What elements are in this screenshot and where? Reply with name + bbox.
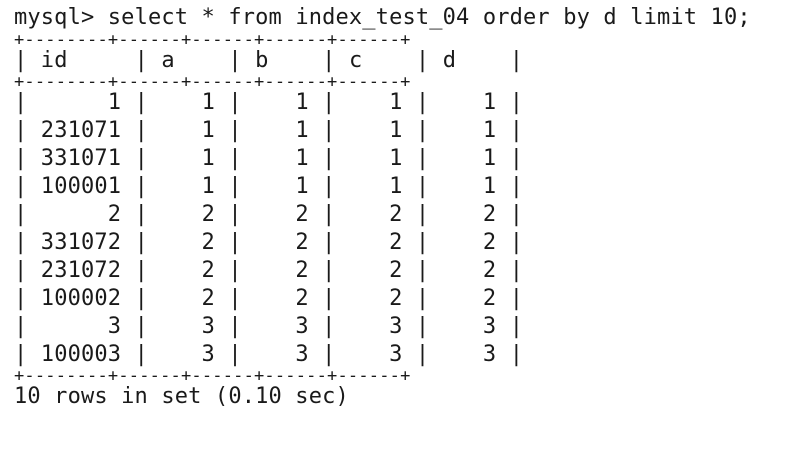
column-header-d: d <box>442 48 457 73</box>
table-cell-a: 2 <box>201 202 215 227</box>
table-cell-c: 1 <box>389 118 403 143</box>
table-cell-id: 100001 <box>40 174 122 199</box>
table-cell-a: 1 <box>201 146 215 171</box>
table-cell-c: 3 <box>389 342 403 367</box>
table-cell-id: 331072 <box>40 230 122 255</box>
column-header-id: id <box>40 48 68 73</box>
table-row: | 231071 | 1 | 1 | 1 | 1 | <box>14 118 524 143</box>
table-header-row: | id | a | b | c | d | <box>14 48 524 73</box>
table-cell-c: 2 <box>389 286 403 311</box>
table-cell-d: 3 <box>482 314 497 339</box>
table-cell-id: 3 <box>107 314 122 339</box>
sql-command[interactable]: select * from index_test_04 order by d l… <box>107 5 751 30</box>
table-cell-d: 2 <box>482 258 497 283</box>
table-cell-a: 1 <box>201 118 215 143</box>
table-cell-b: 2 <box>295 202 309 227</box>
table-row: | 1 | 1 | 1 | 1 | 1 | <box>14 90 524 115</box>
table-border-top: +--------+------+------+------+------+ <box>14 30 411 50</box>
table-row: | 331071 | 1 | 1 | 1 | 1 | <box>14 146 524 171</box>
table-cell-d: 1 <box>482 118 497 143</box>
table-cell-b: 2 <box>295 230 309 255</box>
table-cell-id: 100002 <box>40 286 122 311</box>
table-row: | 231072 | 2 | 2 | 2 | 2 | <box>14 258 524 283</box>
table-cell-d: 2 <box>482 202 497 227</box>
table-row: | 331072 | 2 | 2 | 2 | 2 | <box>14 230 524 255</box>
table-cell-id: 1 <box>107 90 122 115</box>
table-cell-c: 3 <box>389 314 403 339</box>
table-cell-id: 231072 <box>40 258 122 283</box>
table-body: | 1 | 1 | 1 | 1 | 1 | | 231071 | 1 | 1 | … <box>14 89 786 369</box>
table-cell-b: 1 <box>295 90 309 115</box>
table-cell-b: 1 <box>295 174 309 199</box>
table-row: | 3 | 3 | 3 | 3 | 3 | <box>14 314 524 339</box>
mysql-prompt: mysql> <box>14 5 108 30</box>
table-cell-c: 2 <box>389 230 403 255</box>
table-cell-id: 231071 <box>40 118 122 143</box>
table-cell-a: 1 <box>201 174 215 199</box>
table-cell-a: 3 <box>201 342 215 367</box>
command-line: mysql> select * from index_test_04 order… <box>14 3 786 33</box>
column-header-b: b <box>255 48 269 73</box>
table-cell-d: 3 <box>482 342 497 367</box>
table-cell-b: 1 <box>295 118 309 143</box>
table-cell-d: 1 <box>482 146 497 171</box>
table-cell-a: 2 <box>201 230 215 255</box>
table-cell-c: 1 <box>389 146 403 171</box>
table-cell-d: 1 <box>482 90 497 115</box>
table-cell-a: 3 <box>201 314 215 339</box>
table-cell-c: 1 <box>389 174 403 199</box>
result-footer: 10 rows in set (0.10 sec) <box>14 384 349 409</box>
table-cell-b: 3 <box>295 342 309 367</box>
table-cell-b: 2 <box>295 286 309 311</box>
table-cell-d: 1 <box>482 174 497 199</box>
table-cell-b: 1 <box>295 146 309 171</box>
table-row: | 100002 | 2 | 2 | 2 | 2 | <box>14 286 524 311</box>
terminal-output: mysql> select * from index_test_04 order… <box>14 3 786 411</box>
table-row: | 100003 | 3 | 3 | 3 | 3 | <box>14 342 524 367</box>
table-cell-id: 331071 <box>40 146 122 171</box>
table-border-bottom: +--------+------+------+------+------+ <box>14 366 411 386</box>
table-cell-d: 2 <box>482 286 497 311</box>
column-header-a: a <box>161 48 175 73</box>
column-header-c: c <box>348 48 363 73</box>
table-cell-a: 2 <box>201 258 215 283</box>
table-cell-b: 2 <box>295 258 309 283</box>
table-border-header: +--------+------+------+------+------+ <box>14 72 411 92</box>
table-cell-c: 2 <box>389 258 403 283</box>
table-cell-b: 3 <box>295 314 309 339</box>
table-cell-a: 1 <box>201 90 215 115</box>
table-row: | 100001 | 1 | 1 | 1 | 1 | <box>14 174 524 199</box>
table-row: | 2 | 2 | 2 | 2 | 2 | <box>14 202 524 227</box>
table-cell-id: 100003 <box>40 342 122 367</box>
table-cell-c: 1 <box>389 90 403 115</box>
table-cell-a: 2 <box>201 286 215 311</box>
table-cell-d: 2 <box>482 230 497 255</box>
table-cell-c: 2 <box>389 202 403 227</box>
table-cell-id: 2 <box>107 202 122 227</box>
